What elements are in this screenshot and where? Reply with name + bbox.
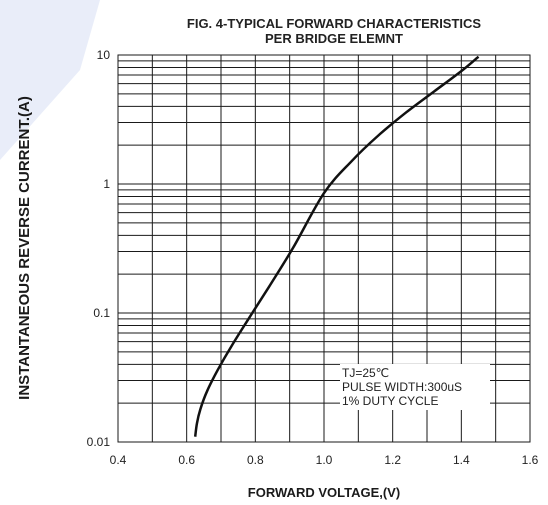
x-tick-label: 1.6 bbox=[522, 453, 539, 467]
y-axis-label: INSTANTANEOUS REVERSE CURRENT.(A) bbox=[16, 96, 33, 400]
x-tick-label: 0.6 bbox=[178, 453, 195, 467]
x-tick-label: 1.4 bbox=[453, 453, 470, 467]
y-tick-label: 0.1 bbox=[93, 306, 110, 320]
plot-frame bbox=[117, 54, 531, 443]
chart-title-line-2: PER BRIDGE ELEMNT bbox=[265, 31, 403, 46]
annotation-line-3: 1% DUTY CYCLE bbox=[342, 394, 438, 408]
x-tick-label: 0.4 bbox=[110, 453, 127, 467]
x-tick-label: 1.2 bbox=[384, 453, 401, 467]
y-tick-label: 10 bbox=[97, 48, 111, 62]
y-tick-label: 0.01 bbox=[87, 435, 111, 449]
annotation-background bbox=[340, 364, 490, 410]
series-line bbox=[193, 55, 480, 437]
annotation-line-2: PULSE WIDTH:300uS bbox=[342, 380, 462, 394]
y-tick-label: 1 bbox=[103, 177, 110, 191]
y-tick-labels: 0.01 0.1 1 10 bbox=[87, 48, 111, 449]
watermark-shape bbox=[0, 0, 100, 160]
x-tick-labels: 0.4 0.6 0.8 1.0 1.2 1.4 1.6 bbox=[110, 453, 539, 467]
chart-title-line-1: FIG. 4-TYPICAL FORWARD CHARACTERISTICS bbox=[187, 16, 482, 31]
x-axis-label: FORWARD VOLTAGE,(V) bbox=[248, 485, 400, 500]
annotation-line-1: TJ=25℃ bbox=[342, 366, 389, 380]
x-tick-label: 1.0 bbox=[316, 453, 333, 467]
x-tick-label: 0.8 bbox=[247, 453, 264, 467]
